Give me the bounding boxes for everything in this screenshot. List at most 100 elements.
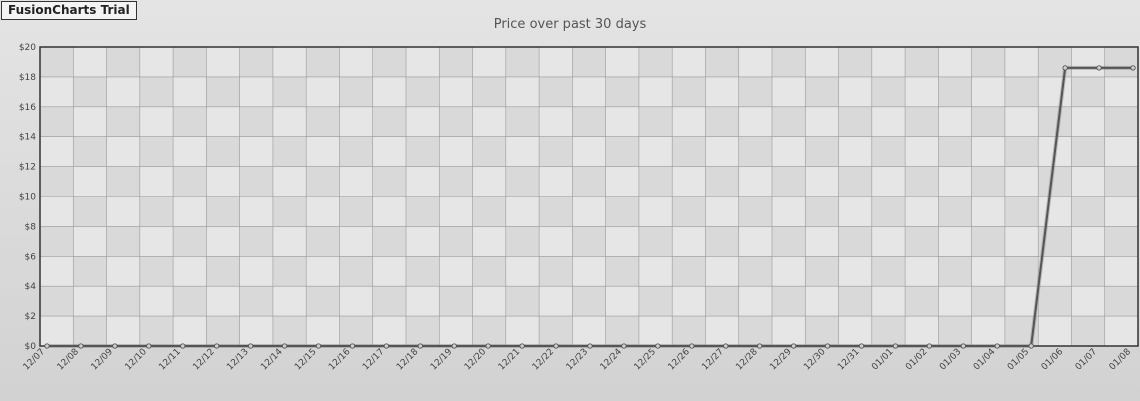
data-point[interactable] [1028, 343, 1034, 349]
data-point[interactable] [858, 343, 865, 349]
data-point[interactable] [146, 343, 152, 349]
data-point[interactable] [960, 343, 966, 349]
plot-band-cell [40, 256, 74, 287]
data-point[interactable] [485, 343, 491, 349]
plot-band-cell [439, 256, 474, 287]
plot-band-cell [772, 226, 806, 257]
plot-band-cell [971, 316, 1006, 347]
data-point[interactable] [1130, 65, 1136, 71]
data-point[interactable] [44, 343, 50, 349]
x-tick-label: 12/19 [429, 347, 455, 373]
plot-band-cell [206, 196, 241, 227]
data-point[interactable] [723, 343, 729, 349]
plot-band-cell [106, 226, 141, 257]
plot-band-cell [838, 47, 873, 78]
plot-band-cell [372, 316, 407, 347]
plot-band-cell [505, 136, 540, 168]
data-point[interactable] [214, 343, 220, 349]
plot-band-cell [672, 136, 706, 168]
data-point[interactable] [790, 343, 797, 349]
data-point[interactable] [1062, 65, 1068, 71]
plot-band-cell [206, 47, 241, 78]
data-point[interactable] [824, 343, 831, 349]
data-point[interactable] [994, 343, 1000, 349]
plot-band-cell [239, 196, 274, 227]
plot-band-cell [871, 47, 906, 78]
plot-band-cell [406, 136, 440, 168]
plot-band-cell [539, 166, 573, 197]
plot-band-cell [106, 196, 141, 227]
data-point[interactable] [180, 343, 186, 349]
plot-band-cell [73, 316, 108, 347]
plot-band-cell [372, 256, 407, 287]
plot-band-cell [938, 226, 973, 257]
plot-band-cell [805, 226, 840, 257]
plot-band-cell [805, 316, 840, 347]
plot-band-cell [272, 286, 307, 317]
data-point[interactable] [926, 343, 933, 349]
x-tick-label: 12/09 [90, 347, 116, 373]
plot-band-cell [106, 76, 141, 108]
data-point[interactable] [757, 343, 763, 349]
plot-band-cell [871, 256, 906, 287]
plot-band-cell [1071, 316, 1106, 347]
plot-band-cell [871, 196, 906, 227]
data-point[interactable] [247, 343, 254, 349]
plot-band-cell [1104, 286, 1139, 317]
plot-band-cell [672, 196, 706, 227]
plot-band-cell [672, 106, 706, 138]
plot-band-cell [705, 106, 740, 138]
plot-band-cell [106, 47, 141, 78]
data-point[interactable] [689, 343, 695, 349]
plot-band-cell [539, 47, 573, 78]
plot-band-cell [905, 316, 939, 347]
data-point[interactable] [892, 343, 899, 349]
plot-band-cell [672, 226, 706, 257]
x-tick-label: 01/06 [1040, 347, 1066, 373]
data-point[interactable] [281, 343, 288, 349]
plot-band-cell [672, 166, 706, 197]
plot-band-cell [106, 286, 141, 317]
plot-band-cell [1038, 166, 1072, 197]
plot-band-cell [272, 256, 307, 287]
x-axis-ticks: 12/07 12/08 12/09 12/10 12/11 12/12 12/13 12/14… [22, 347, 1134, 373]
data-point[interactable] [621, 343, 627, 349]
plot-band-cell [505, 106, 540, 138]
plot-band-cell [1004, 226, 1039, 257]
data-point[interactable] [112, 343, 118, 349]
plot-band-cell [638, 76, 673, 108]
plot-band-cell [838, 196, 873, 227]
plot-band-cell [439, 226, 474, 257]
data-point[interactable] [655, 343, 661, 349]
data-point[interactable] [587, 343, 593, 349]
data-point[interactable] [451, 343, 457, 349]
plot-band-cell [1104, 316, 1139, 347]
plot-band-cell [539, 226, 573, 257]
plot-band-cell [339, 76, 374, 108]
plot-band-cell [472, 226, 507, 257]
data-point[interactable] [315, 343, 322, 349]
data-point[interactable] [383, 343, 390, 349]
plot-band-cell [805, 47, 840, 78]
plot-band-cell [871, 286, 906, 317]
plot-band-cell [439, 47, 474, 78]
plot-band-cell [605, 136, 640, 168]
plot-band-cell [306, 256, 340, 287]
plot-band-cell [838, 316, 873, 347]
plot-band-cell [173, 316, 207, 347]
plot-band-cell [805, 76, 840, 108]
data-point[interactable] [553, 343, 559, 349]
plot-band-cell [272, 226, 307, 257]
plot-band-cell [472, 136, 507, 168]
x-tick-label: 12/30 [802, 347, 828, 373]
data-point[interactable] [417, 343, 423, 349]
plot-band-cell [638, 256, 673, 287]
plot-band-cell [838, 76, 873, 108]
data-point[interactable] [349, 343, 356, 349]
data-point[interactable] [519, 343, 525, 349]
data-point[interactable] [1096, 65, 1102, 71]
data-point[interactable] [78, 343, 84, 349]
plot-band-cell [239, 47, 274, 78]
plot-band-cell [272, 76, 307, 108]
